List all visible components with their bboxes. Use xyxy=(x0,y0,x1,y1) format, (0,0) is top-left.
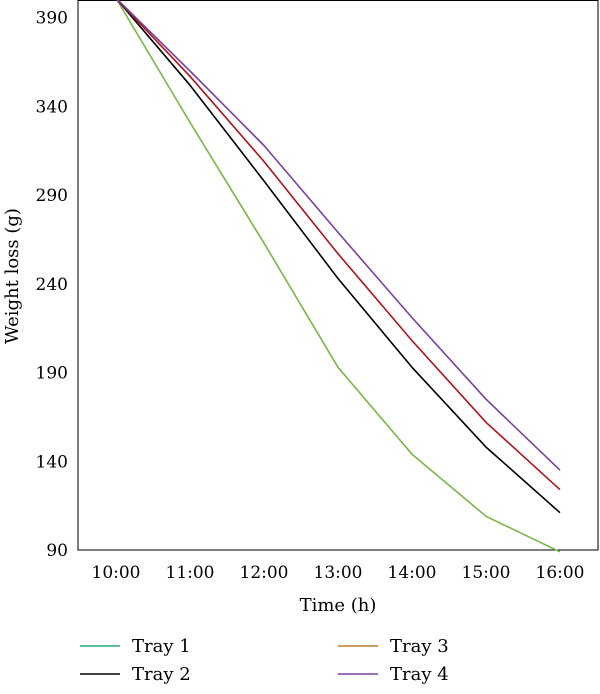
x-tick-label: 14:00 xyxy=(388,563,437,583)
x-tick-label: 13:00 xyxy=(314,563,363,583)
legend-label: Tray 2 xyxy=(132,664,191,685)
y-axis-label: Weight loss (g) xyxy=(2,208,23,344)
x-axis-ticks: 10:00 11:00 12:00 13:00 14:00 15:00 16:00 xyxy=(92,563,585,583)
x-tick-label: 11:00 xyxy=(166,563,215,583)
y-tick-label: 390 xyxy=(36,9,68,29)
x-axis-label: Time (h) xyxy=(300,595,377,616)
legend-label: Tray 3 xyxy=(390,636,449,657)
plot-frame xyxy=(77,0,599,551)
y-tick-label: 140 xyxy=(36,452,68,472)
plot-area xyxy=(77,0,599,551)
x-tick-label: 10:00 xyxy=(92,563,141,583)
legend-label: Tray 4 xyxy=(390,664,449,685)
legend: Tray 1 Tray 2 Tray 3 Tray 4 xyxy=(80,636,449,685)
series-line-tray-4 xyxy=(116,0,561,471)
y-tick-label: 290 xyxy=(36,186,68,206)
y-tick-label: 90 xyxy=(46,541,68,561)
legend-label: Tray 1 xyxy=(132,636,191,657)
x-tick-label: 16:00 xyxy=(536,563,585,583)
y-tick-label: 240 xyxy=(36,275,68,295)
y-tick-label: 190 xyxy=(36,364,68,384)
x-tick-label: 15:00 xyxy=(462,563,511,583)
y-axis-ticks: 90 140 190 240 290 340 390 xyxy=(36,9,68,561)
series-line-tray-2 xyxy=(116,0,561,514)
series-layer xyxy=(116,0,561,553)
series-line-tray-3 xyxy=(116,0,561,491)
series-line-tray-1 xyxy=(116,0,561,553)
y-tick-label: 340 xyxy=(36,97,68,117)
x-tick-label: 12:00 xyxy=(240,563,289,583)
